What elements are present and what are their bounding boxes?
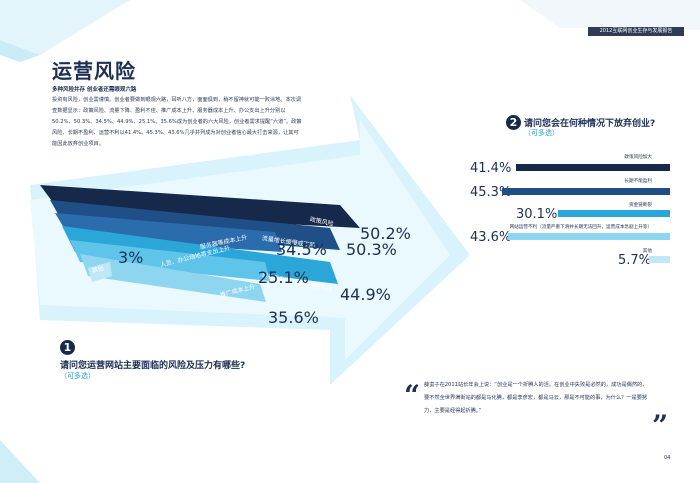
q2-bar-5 xyxy=(649,256,670,263)
q2-value-1: 41.4% xyxy=(470,161,512,176)
q1-question: 请问您运营网站主要面临的风险及压力有哪些? xyxy=(60,361,246,371)
q2-bar-1 xyxy=(516,164,670,171)
q1-value-4: 44.9% xyxy=(340,285,391,304)
q2-label-1: 政策风险加大 xyxy=(624,155,652,160)
q1-value-1: 50.2% xyxy=(360,224,411,243)
report-header-tag: 2012互联网创业生存与发展报告 xyxy=(588,27,684,36)
top-right-band xyxy=(520,0,700,30)
q1-ribbon-6 xyxy=(80,254,266,302)
q2-label-4: 网站运营不利（流量严重下滑并长期无法回升，运营成本急剧上升等） xyxy=(509,225,652,230)
bottom-left-swoosh xyxy=(0,440,40,483)
quote-open-mark: “ xyxy=(404,379,421,412)
q1-ribbon-3 xyxy=(55,213,282,252)
q2-value-2: 45.3% xyxy=(470,185,512,200)
q2-number-badge: 2 xyxy=(506,115,521,130)
q1-ribbon-7 xyxy=(88,262,112,282)
q1-number-badge: 1 xyxy=(60,340,75,355)
q2-label-2: 长期不能盈利 xyxy=(624,179,652,184)
q1-value-3: 34.5% xyxy=(276,240,327,259)
top-left-swoosh-2 xyxy=(0,40,40,62)
q1-value-2: 50.3% xyxy=(346,240,397,259)
q2-bar-4 xyxy=(508,233,670,240)
top-left-swoosh xyxy=(0,0,130,55)
quote-close-mark: ” xyxy=(652,409,669,442)
q1-value-6: 35.6% xyxy=(268,308,319,327)
q2-value-5: 5.7% xyxy=(618,253,652,268)
q2-label-5: 其他 xyxy=(642,249,652,254)
section-intro: 投资有风险，创业需谨慎。创业者要做到眼观六路，耳听八方，面面俱到，稍不留神就可能… xyxy=(52,97,302,147)
section-subtitle: 多种风险并存 创业者还需眼观六路 xyxy=(52,87,137,93)
section-title: 运营风险 xyxy=(52,59,136,83)
quote-text: 薛蛮子在2011站长年会上说：“创业是一个折腾人的活。在创业中失败是必然的，成功… xyxy=(424,382,648,414)
q1-value-7: 3% xyxy=(118,248,144,267)
q2-bar-2 xyxy=(502,188,670,195)
q1-value-5: 25.1% xyxy=(258,268,309,287)
q1-note: （可多选） xyxy=(60,372,95,380)
q1-ribbon-1 xyxy=(40,185,360,228)
page-number: 04 xyxy=(664,455,671,461)
q2-value-4: 43.6% xyxy=(470,230,512,245)
q2-label-3: 资金链断裂 xyxy=(629,203,652,208)
q2-bar-3 xyxy=(558,210,670,217)
q2-value-3: 30.1% xyxy=(516,207,558,222)
q2-bar-chart: 政策风险加大 41.4% 长期不能盈利 45.3% 资金链断裂 30.1% 网站… xyxy=(470,152,670,272)
q2-note: （可多选） xyxy=(524,129,559,137)
q1-ribbon-5 xyxy=(70,240,270,281)
q2-question: 请问您会在何种情况下放弃创业? xyxy=(524,119,656,129)
